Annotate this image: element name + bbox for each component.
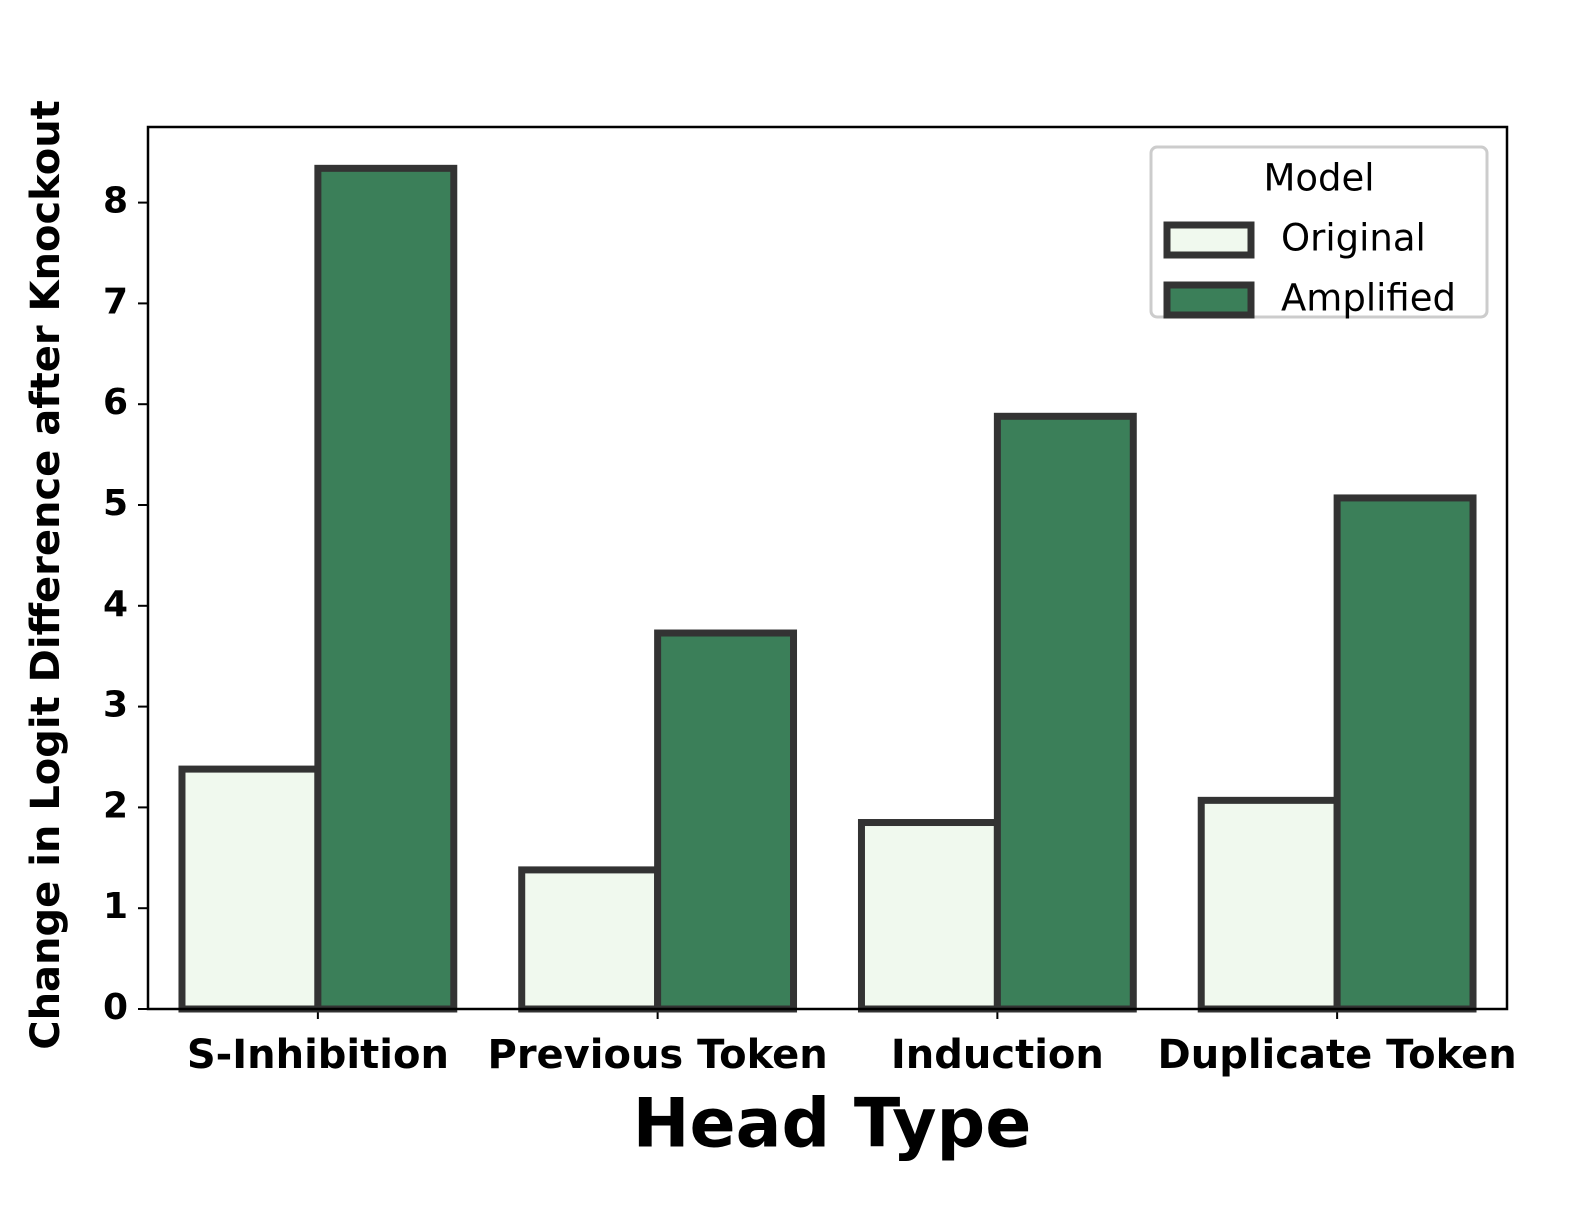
plot-frame [146,125,1509,1011]
bar [1333,494,1477,1013]
x-axis-label: Head Type [633,1085,1032,1164]
y-tick-label: 2 [103,785,128,826]
y-tick-label: 0 [103,987,128,1028]
y-axis-label: Change in Logit Difference after Knockou… [23,100,69,1050]
x-tick-label: S-Inhibition [187,1032,449,1078]
legend-title: Model [1263,157,1374,200]
bar [518,866,662,1013]
legend-swatch [1163,221,1255,259]
legend-label: Amplified [1281,277,1456,320]
legend-box [1149,145,1489,319]
y-tick-label: 1 [103,886,128,927]
y-tick-label: 8 [103,181,128,222]
y-tick-label: 6 [103,382,128,423]
legend-label: Original [1281,217,1426,260]
bar [654,629,798,1013]
y-tick-label: 5 [103,483,128,524]
y-tick-label: 3 [103,685,128,726]
x-tick-label: Duplicate Token [1158,1032,1517,1078]
bar [857,819,1001,1013]
y-tick-label: 4 [103,584,128,625]
x-tick-label: Induction [891,1032,1104,1078]
bar [993,412,1137,1013]
x-tick-label: Previous Token [488,1032,828,1078]
bar [178,765,322,1013]
y-tick-label: 7 [103,281,128,322]
legend-swatch [1163,281,1255,319]
bar [1197,796,1341,1013]
bar [314,164,458,1013]
